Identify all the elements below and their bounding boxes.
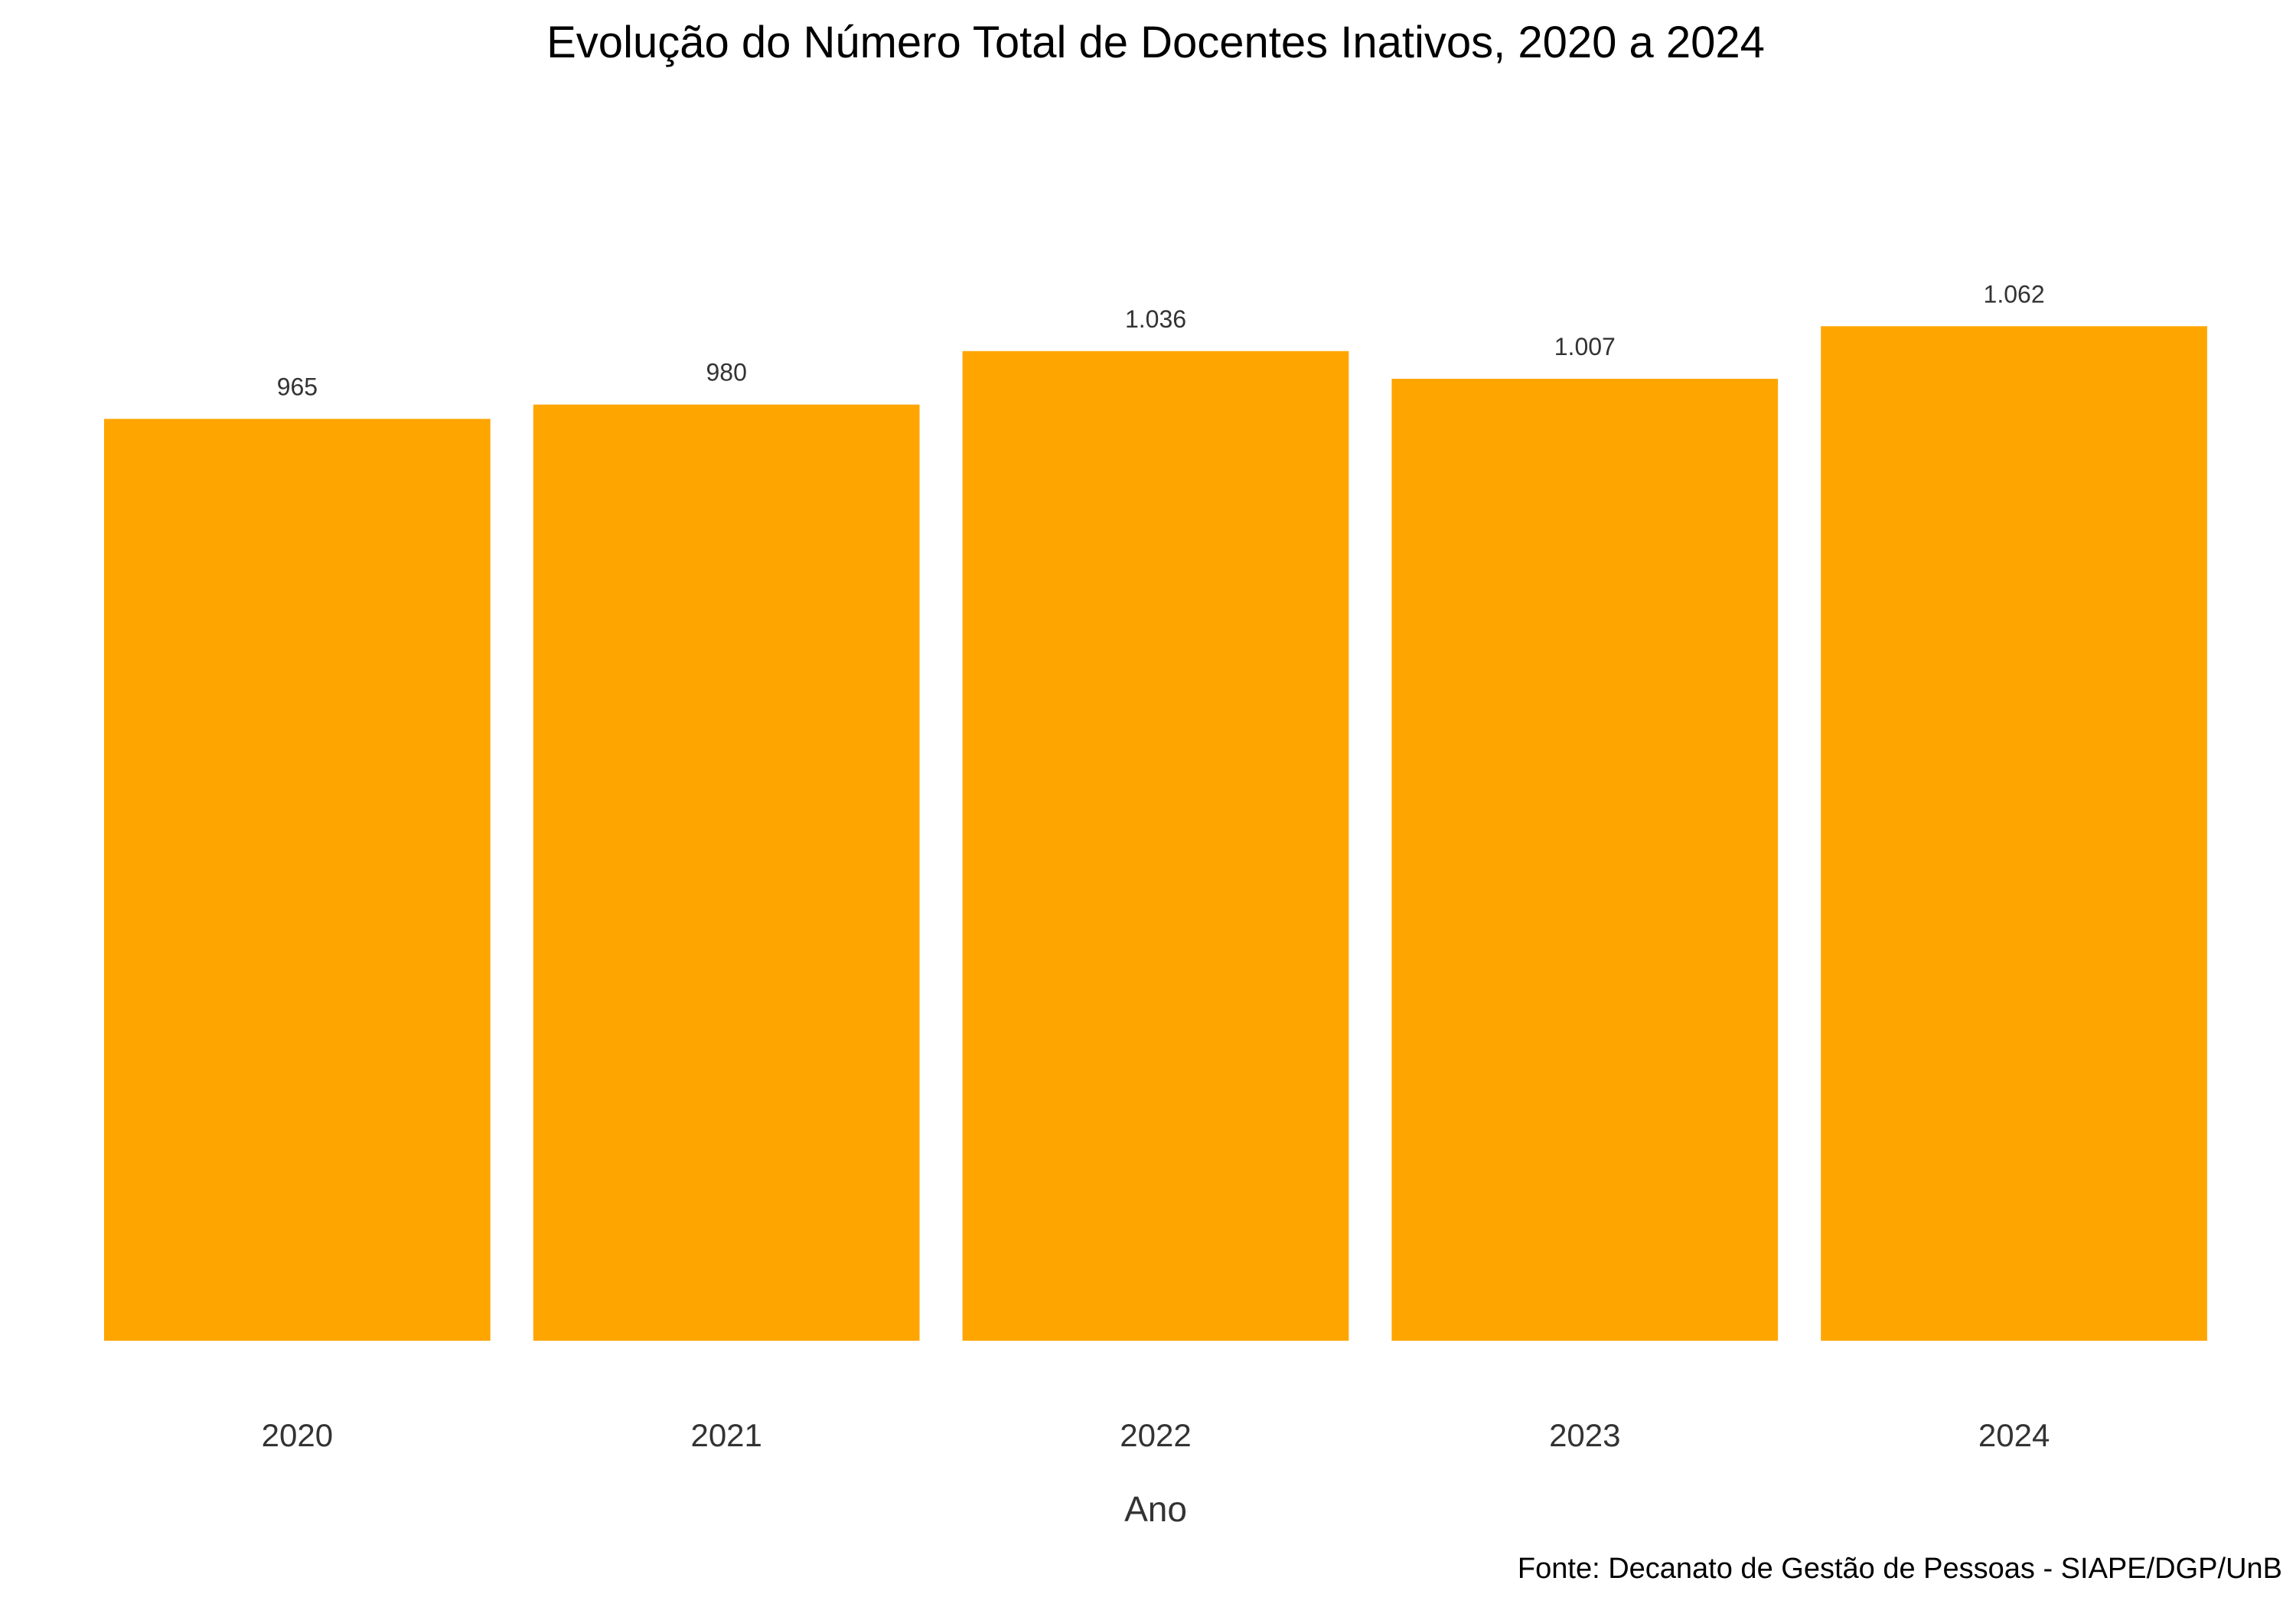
bar-value-label-2024: 1.062 [1984,280,2045,308]
x-tick-label-2020: 2020 [262,1417,333,1453]
bar-2024 [1821,326,2207,1341]
bar-2023 [1391,379,1779,1341]
source-caption: Fonte: Decanato de Gestão de Pessoas - S… [1518,1553,2282,1585]
bar-value-label-2022: 1.036 [1125,305,1186,333]
bar-2022 [962,350,1349,1341]
bar-labels-group: 965 980 1.036 1.007 1.062 [277,280,2045,400]
chart-title: Evolução do Número Total de Docentes Ina… [546,18,1765,67]
x-tick-label-2022: 2022 [1120,1417,1191,1453]
x-tick-label-2024: 2024 [1978,1417,2050,1453]
bar-value-label-2023: 1.007 [1554,333,1616,360]
bar-value-label-2020: 965 [277,373,318,400]
bar-value-label-2021: 980 [706,359,747,386]
x-axis-title: Ano [1124,1489,1187,1529]
bar-2021 [533,404,920,1341]
x-tick-label-2021: 2021 [690,1417,762,1453]
x-axis-ticks: 2020 2021 2022 2023 2024 [262,1417,2050,1453]
bars-group [104,326,2207,1341]
x-tick-label-2023: 2023 [1549,1417,1620,1453]
bar-2020 [104,419,491,1341]
